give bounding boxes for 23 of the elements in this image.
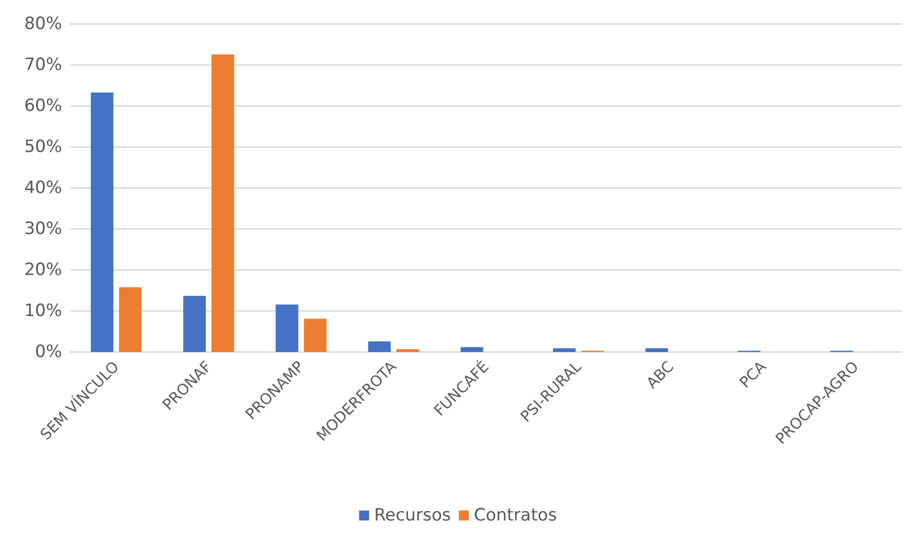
bar — [553, 348, 576, 352]
y-tick-label: 70% — [24, 55, 62, 75]
bar — [276, 304, 298, 352]
bar — [460, 347, 484, 352]
y-tick-label: 10% — [24, 301, 62, 321]
y-tick-label: 30% — [24, 219, 62, 239]
legend-label: Contratos — [474, 506, 558, 526]
y-tick-label: 0% — [35, 342, 62, 362]
bar — [304, 318, 327, 352]
y-tick-label: 40% — [24, 178, 62, 198]
legend-label: Recursos — [374, 506, 451, 526]
y-tick-label: 20% — [24, 260, 62, 280]
bar — [396, 349, 419, 352]
bar — [368, 341, 391, 352]
bar — [211, 54, 234, 352]
y-tick-label: 80% — [24, 14, 62, 34]
bar — [645, 348, 668, 352]
y-tick-label: 60% — [24, 96, 62, 116]
y-tick-label: 50% — [24, 137, 62, 157]
bar — [90, 92, 114, 352]
bar — [119, 287, 142, 352]
bar — [183, 296, 206, 352]
x-tick-label: PCA — [736, 357, 770, 392]
